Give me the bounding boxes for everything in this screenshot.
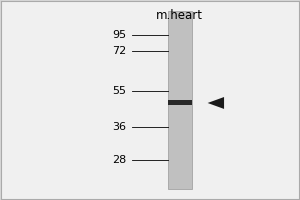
- Text: m.heart: m.heart: [156, 9, 203, 22]
- Polygon shape: [208, 97, 224, 109]
- Bar: [168, 100, 192, 105]
- Bar: [168, 11, 192, 189]
- Text: 28: 28: [112, 155, 126, 165]
- Text: 72: 72: [112, 46, 126, 56]
- Text: 36: 36: [112, 122, 126, 132]
- Text: 55: 55: [112, 86, 126, 96]
- Text: 95: 95: [112, 30, 126, 40]
